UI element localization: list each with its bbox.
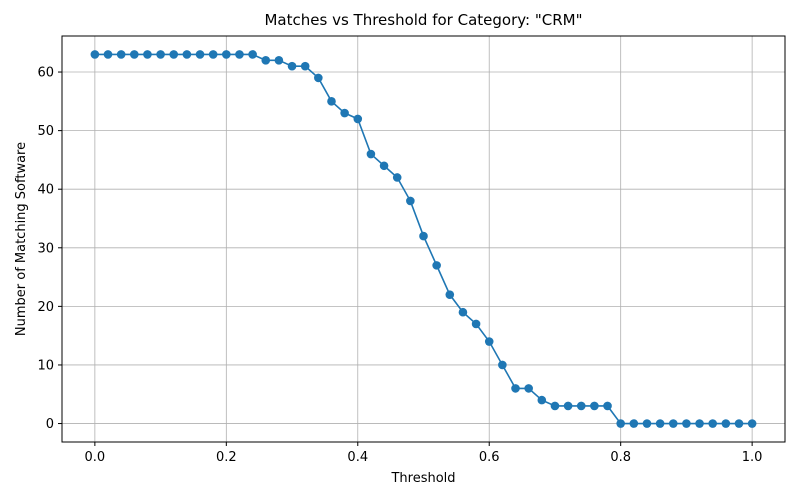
y-tick-label: 0: [46, 417, 54, 432]
data-point: [182, 50, 192, 59]
x-tick-label: 0.2: [216, 450, 237, 465]
data-point: [471, 319, 481, 329]
plot-frame: [61, 35, 786, 443]
data-point: [537, 395, 547, 405]
data-point: [747, 419, 757, 428]
data-point: [642, 419, 652, 428]
x-tick-label: 0.8: [610, 450, 631, 465]
data-point: [327, 97, 336, 106]
data-point: [274, 56, 284, 65]
data-point: [116, 50, 126, 59]
data-point: [143, 50, 152, 59]
data-point: [103, 50, 113, 59]
data-point: [432, 261, 441, 270]
data-point: [222, 50, 231, 59]
data-point: [392, 173, 402, 182]
data-point: [406, 196, 415, 206]
data-point: [235, 50, 244, 59]
data-point: [695, 419, 704, 428]
data-point: [353, 114, 363, 124]
data-point: [366, 149, 376, 159]
y-tick-label: 10: [37, 358, 54, 373]
data-point: [563, 401, 573, 411]
data-point: [379, 161, 389, 171]
data-point: [682, 419, 691, 428]
data-point: [130, 50, 139, 59]
data-point: [314, 73, 323, 83]
x-tick-label: 1.0: [742, 450, 763, 465]
data-point: [524, 384, 533, 393]
y-axis-ticks: 0 10 20 30 40 50 60: [37, 66, 62, 432]
data-point: [300, 61, 310, 71]
data-point: [419, 231, 428, 241]
data-point: [208, 50, 218, 59]
data-point: [484, 337, 494, 346]
data-point: [498, 360, 507, 370]
x-axis-ticks: 0.0 0.2 0.4 0.6 0.8 1.0: [85, 442, 763, 465]
x-axis-label: Threshold: [390, 471, 455, 486]
data-point: [708, 419, 717, 428]
data-point: [156, 50, 165, 59]
data-point: [340, 108, 349, 118]
y-tick-label: 30: [37, 241, 54, 256]
data-point: [248, 50, 257, 59]
y-tick-label: 50: [37, 124, 54, 139]
data-point: [261, 56, 271, 65]
grid-lines: [62, 36, 785, 442]
data-point: [616, 419, 625, 428]
data-point: [511, 384, 520, 393]
data-point: [195, 50, 205, 59]
data-point: [629, 419, 639, 428]
data-point: [721, 419, 731, 428]
data-series: [90, 50, 757, 428]
chart-title: Matches vs Threshold for Category: "CRM": [264, 11, 582, 29]
data-point: [445, 290, 455, 299]
y-tick-label: 40: [37, 183, 54, 198]
data-point: [287, 61, 297, 71]
x-tick-label: 0.4: [347, 450, 368, 465]
x-tick-label: 0.6: [479, 450, 500, 465]
data-point: [603, 401, 612, 411]
data-point: [550, 401, 560, 411]
y-tick-label: 20: [37, 300, 54, 315]
y-tick-label: 60: [37, 66, 54, 81]
y-axis-label: Number of Matching Software: [14, 142, 29, 336]
data-point: [668, 419, 678, 428]
data-point: [576, 401, 586, 411]
data-point: [590, 401, 599, 411]
data-point: [734, 419, 744, 428]
x-tick-label: 0.0: [85, 450, 106, 465]
data-point: [169, 50, 179, 59]
data-point: [655, 419, 665, 428]
data-point: [458, 307, 468, 317]
data-point: [90, 50, 100, 59]
